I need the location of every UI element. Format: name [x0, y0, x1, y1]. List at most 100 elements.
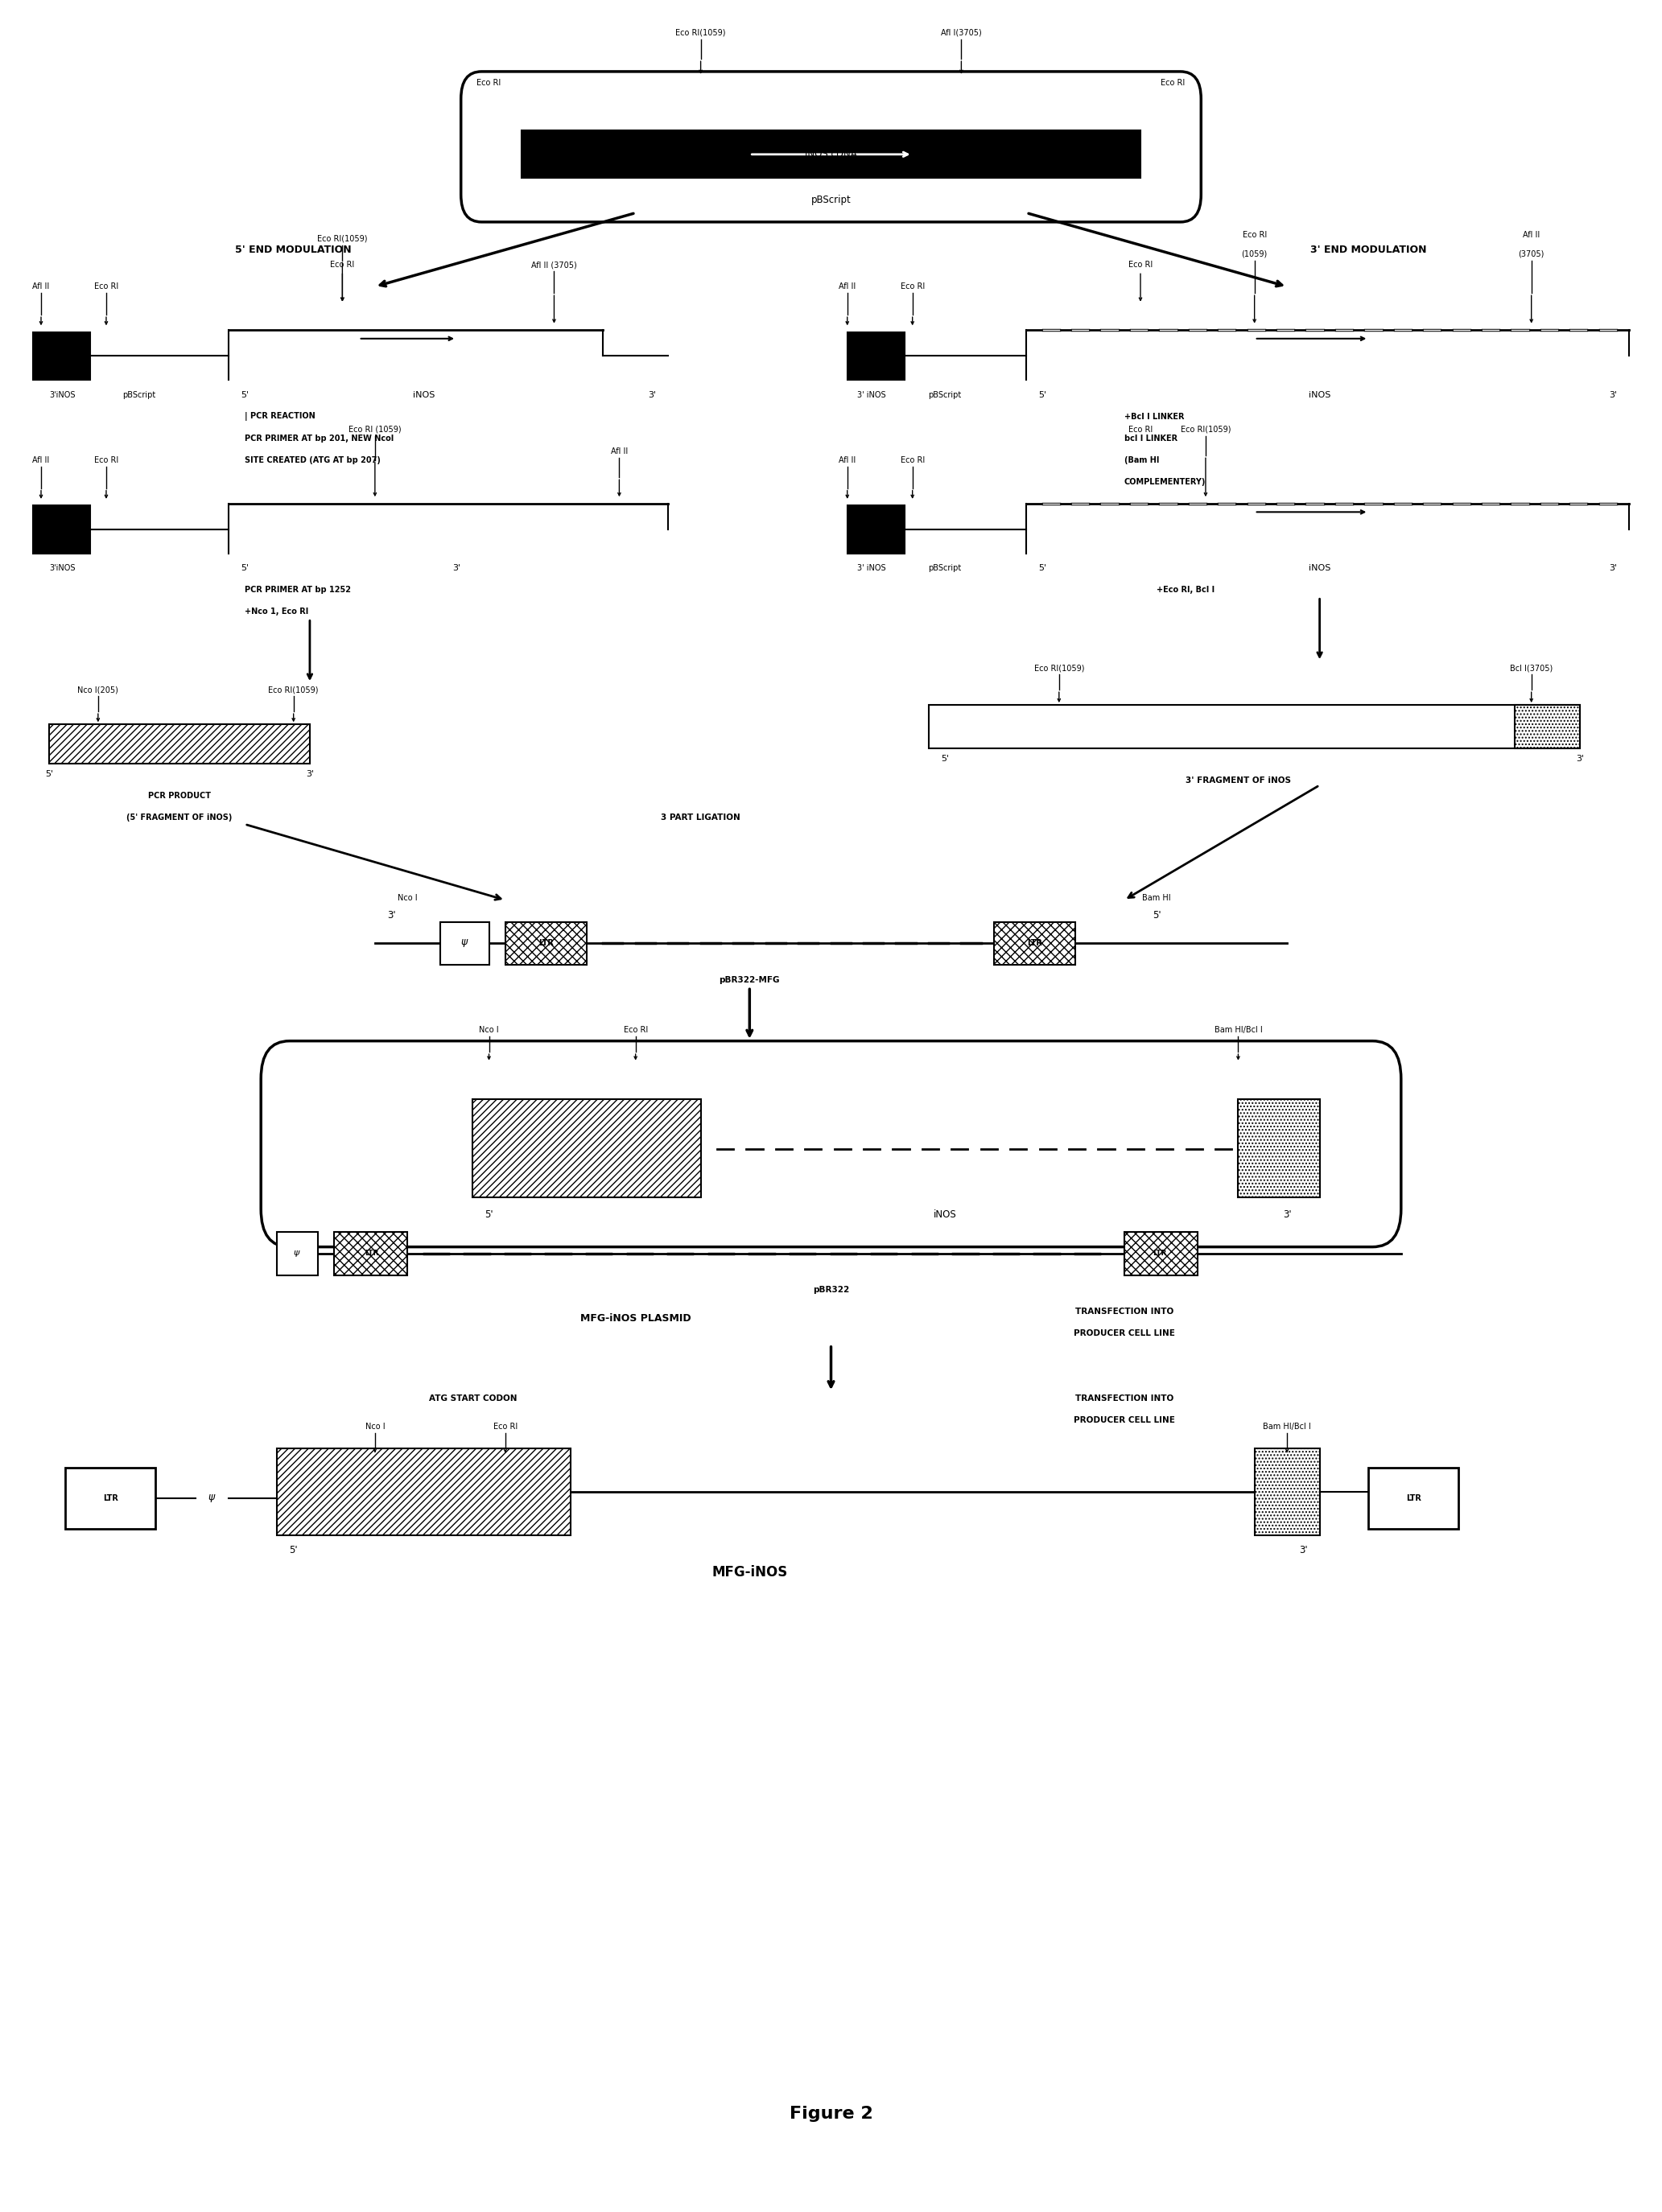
Text: Afl II: Afl II [839, 283, 856, 290]
Text: SITE CREATED (ATG AT bp 207): SITE CREATED (ATG AT bp 207) [244, 456, 381, 465]
Text: 3'iNOS: 3'iNOS [50, 564, 75, 573]
Text: Nco I: Nco I [397, 894, 417, 902]
Text: Afl II: Afl II [33, 456, 50, 465]
Text: Eco RI: Eco RI [95, 456, 118, 465]
Text: (5' FRAGMENT OF iNOS): (5' FRAGMENT OF iNOS) [126, 814, 233, 821]
Text: iNOS: iNOS [412, 392, 435, 398]
Text: Afl II: Afl II [33, 283, 50, 290]
Text: PCR PRODUCT: PCR PRODUCT [148, 792, 211, 801]
Text: $\psi$: $\psi$ [460, 938, 469, 949]
Text: Bam HI: Bam HI [1142, 894, 1172, 902]
Text: Afl I(3705): Afl I(3705) [941, 29, 982, 38]
Text: TRANSFECTION INTO: TRANSFECTION INTO [1075, 1394, 1173, 1402]
Text: 3': 3' [452, 564, 460, 573]
Text: 5': 5' [542, 148, 550, 159]
Text: Figure 2: Figure 2 [789, 2106, 873, 2121]
Text: pBR322: pBR322 [813, 1285, 849, 1294]
Text: 3'iNOS: 3'iNOS [50, 392, 75, 398]
Bar [929, 706, 1581, 748]
Text: pBScript: pBScript [929, 564, 962, 573]
Text: Eco RI: Eco RI [1128, 425, 1153, 434]
Text: 5': 5' [241, 392, 249, 398]
Text: $\psi$: $\psi$ [208, 1493, 216, 1504]
Text: Nco I: Nco I [366, 1422, 386, 1431]
Bar [278, 1449, 570, 1535]
Text: ATG START CODON: ATG START CODON [429, 1394, 517, 1402]
Text: Eco RI(1059): Eco RI(1059) [1180, 425, 1232, 434]
Text: +Nco 1, Eco RI: +Nco 1, Eco RI [244, 608, 309, 615]
Text: 5': 5' [1152, 909, 1162, 920]
Bar [1124, 1232, 1197, 1274]
Text: Eco RI(1059): Eco RI(1059) [268, 686, 319, 695]
Text: Afl II: Afl II [1522, 230, 1541, 239]
Text: Eco RI: Eco RI [494, 1422, 517, 1431]
Text: LTR: LTR [538, 940, 553, 947]
Text: PRODUCER CELL LINE: PRODUCER CELL LINE [1074, 1416, 1175, 1425]
Text: MFG-iNOS PLASMID: MFG-iNOS PLASMID [580, 1314, 691, 1323]
Text: 3': 3' [1300, 1546, 1308, 1555]
Text: iNOS: iNOS [934, 1210, 957, 1219]
Text: 3' iNOS: 3' iNOS [858, 564, 886, 573]
Text: 3': 3' [387, 909, 396, 920]
Text: PCR PRIMER AT bp 1252: PCR PRIMER AT bp 1252 [244, 586, 351, 595]
Text: 3' END MODULATION: 3' END MODULATION [1310, 246, 1426, 254]
Bar [1238, 1099, 1320, 1197]
Text: 3': 3' [648, 392, 656, 398]
Text: Eco RI: Eco RI [331, 261, 354, 270]
Text: +Eco RI, Bcl I: +Eco RI, Bcl I [1157, 586, 1215, 595]
Bar [50, 726, 309, 763]
Text: pBR322-MFG: pBR322-MFG [720, 975, 779, 984]
Bar [522, 131, 1140, 179]
Text: Bam HI/Bcl I: Bam HI/Bcl I [1263, 1422, 1311, 1431]
Text: 5': 5' [1039, 392, 1047, 398]
Text: Eco RI (1059): Eco RI (1059) [349, 425, 401, 434]
FancyBboxPatch shape [261, 1042, 1401, 1248]
Text: | PCR REACTION: | PCR REACTION [244, 411, 316, 420]
Text: pBScript: pBScript [811, 195, 851, 206]
Text: iNOS: iNOS [1308, 392, 1331, 398]
Bar [65, 1469, 155, 1528]
Text: 5': 5' [45, 770, 53, 779]
Bar [848, 507, 904, 553]
Text: 5': 5' [485, 1210, 494, 1219]
Bar [334, 1232, 407, 1274]
Text: Eco RI: Eco RI [623, 1026, 648, 1035]
Bar [505, 922, 587, 964]
Text: Bam HI/Bcl I: Bam HI/Bcl I [1215, 1026, 1261, 1035]
Bar [1516, 706, 1581, 748]
Text: Afl II: Afl II [610, 447, 628, 456]
Text: Eco RI: Eco RI [1242, 230, 1266, 239]
Text: iNOS: iNOS [1308, 564, 1331, 573]
Text: (Bam HI: (Bam HI [1124, 456, 1158, 465]
Text: pBScript: pBScript [123, 392, 155, 398]
Text: Eco RI(1059): Eco RI(1059) [1034, 664, 1084, 672]
Text: 3' iNOS: 3' iNOS [858, 392, 886, 398]
Text: (3705): (3705) [1519, 250, 1544, 259]
Bar [994, 922, 1075, 964]
Text: Afl II: Afl II [839, 456, 856, 465]
Bar [278, 1232, 317, 1274]
FancyBboxPatch shape [460, 71, 1202, 221]
Bar [33, 507, 90, 553]
Text: 3': 3' [1609, 392, 1617, 398]
Text: LTR: LTR [364, 1250, 379, 1256]
Bar [1255, 1449, 1320, 1535]
Bar [440, 922, 489, 964]
Text: Eco RI: Eco RI [1128, 261, 1153, 270]
Text: Eco RI: Eco RI [901, 456, 924, 465]
Text: 5': 5' [941, 754, 949, 763]
Text: 3': 3' [1609, 564, 1617, 573]
Text: LTR: LTR [103, 1495, 118, 1502]
Text: 3': 3' [1576, 754, 1584, 763]
Text: Eco RI(1059): Eco RI(1059) [317, 234, 367, 243]
Bar [848, 332, 904, 380]
Bar [1368, 1469, 1458, 1528]
Text: 5': 5' [241, 564, 249, 573]
Text: Eco RI(1059): Eco RI(1059) [675, 29, 726, 38]
Bar [33, 332, 90, 380]
Text: Bcl I(3705): Bcl I(3705) [1511, 664, 1552, 672]
Text: Afl II (3705): Afl II (3705) [532, 261, 577, 270]
Text: PCR PRIMER AT bp 201, NEW NcoI: PCR PRIMER AT bp 201, NEW NcoI [244, 434, 394, 442]
Text: 3' FRAGMENT OF iNOS: 3' FRAGMENT OF iNOS [1185, 776, 1291, 785]
Text: 3 PART LIGATION: 3 PART LIGATION [661, 814, 741, 821]
